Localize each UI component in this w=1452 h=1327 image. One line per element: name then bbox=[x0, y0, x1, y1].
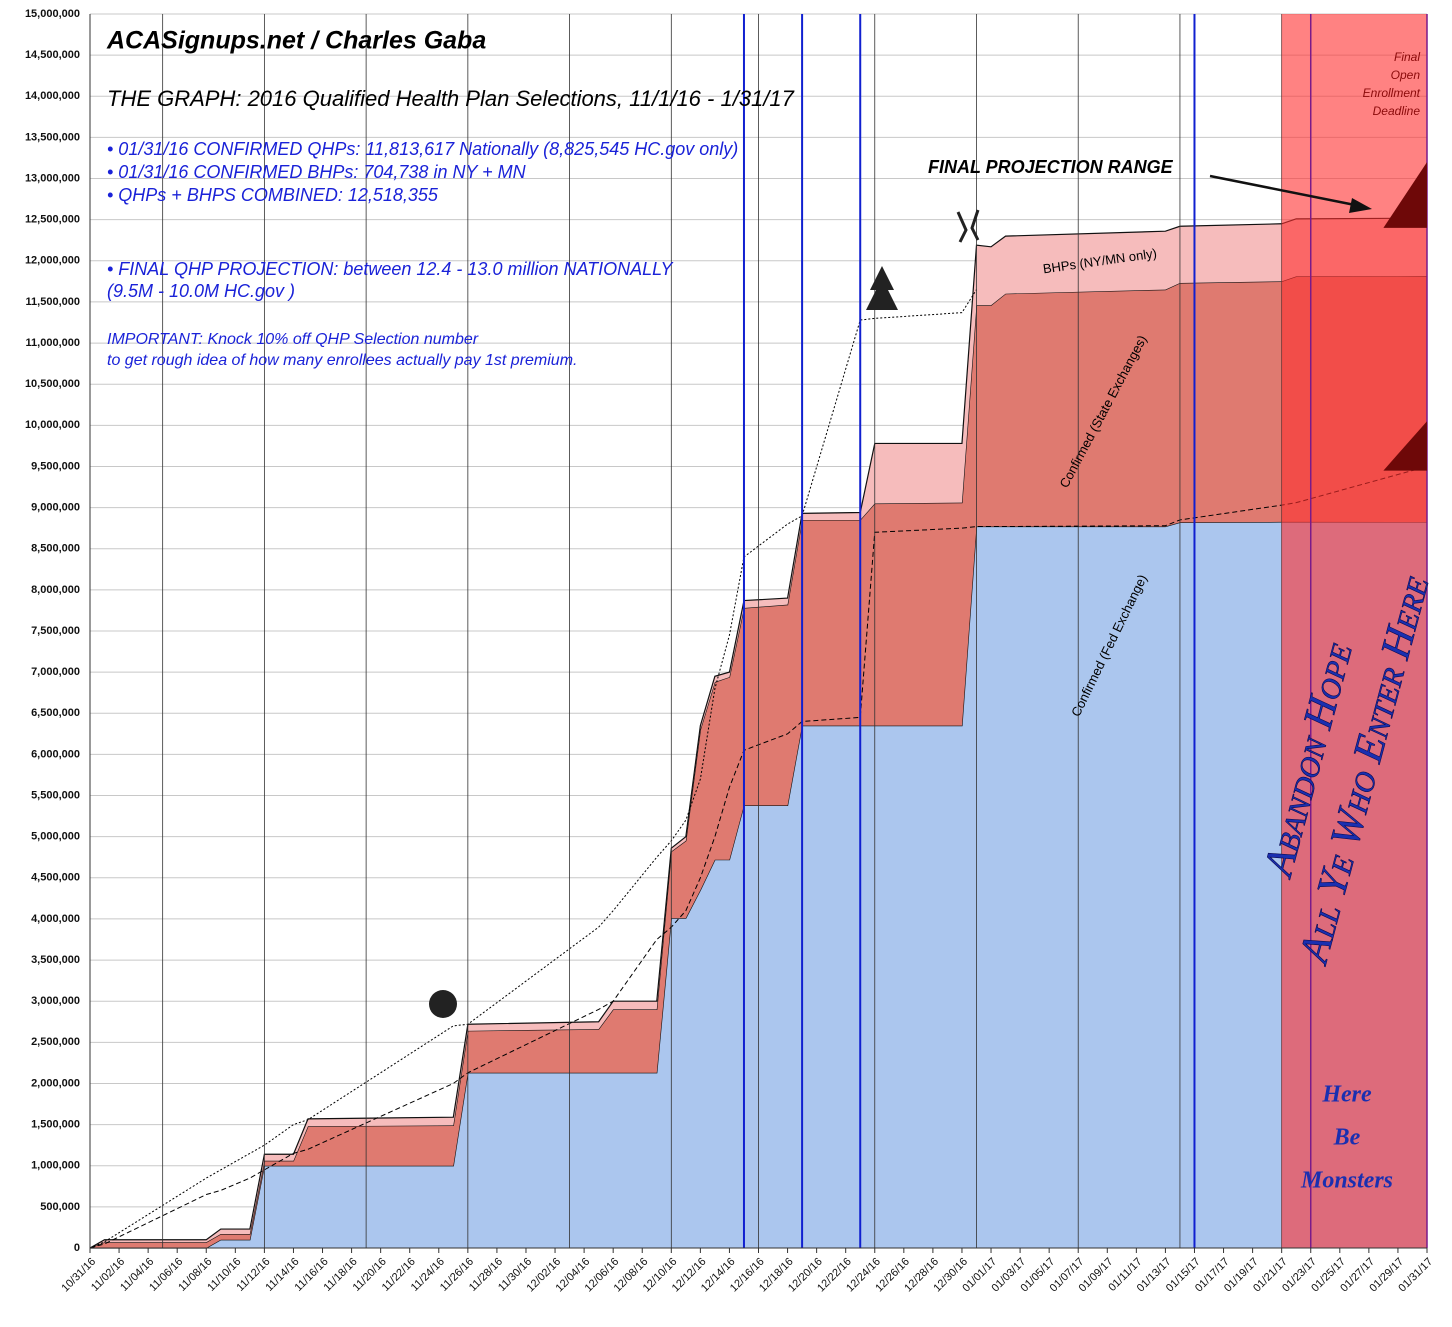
y-tick-label: 500,000 bbox=[40, 1201, 80, 1213]
line bbox=[89, 289, 977, 1249]
projection-band bbox=[1383, 421, 1427, 471]
y-tick-label: 0 bbox=[74, 1242, 80, 1254]
y-tick-label: 3,000,000 bbox=[31, 995, 80, 1007]
annotation: • 01/31/16 CONFIRMED QHPs: 11,813,617 Na… bbox=[107, 139, 738, 159]
annotation: Monsters bbox=[1300, 1168, 1393, 1194]
glasses-icon bbox=[956, 209, 980, 243]
y-tick-label: 2,000,000 bbox=[31, 1077, 80, 1089]
annotation: to get rough idea of how many enrollees … bbox=[107, 352, 577, 369]
annotation: Final bbox=[1394, 50, 1420, 64]
y-tick-label: 7,500,000 bbox=[31, 625, 80, 637]
y-tick-label: 5,500,000 bbox=[31, 789, 80, 801]
tree-icon bbox=[866, 266, 898, 310]
y-tick-label: 12,500,000 bbox=[25, 214, 80, 226]
annotation: Deadline bbox=[1373, 104, 1421, 118]
turkey-icon bbox=[429, 990, 457, 1018]
y-tick-label: 6,500,000 bbox=[31, 707, 80, 719]
y-tick-label: 3,500,000 bbox=[31, 954, 80, 966]
annotation: FINAL PROJECTION RANGE bbox=[928, 157, 1174, 177]
y-tick-label: 12,000,000 bbox=[25, 255, 80, 267]
line bbox=[89, 465, 1428, 1249]
annotation: IMPORTANT: Knock 10% off QHP Selection n… bbox=[107, 331, 479, 348]
annotation: • 01/31/16 CONFIRMED BHPs: 704,738 in NY… bbox=[107, 162, 527, 182]
y-tick-label: 4,000,000 bbox=[31, 913, 80, 925]
arrow-head bbox=[1349, 198, 1372, 213]
y-tick-label: 4,500,000 bbox=[31, 872, 80, 884]
projection-band bbox=[1383, 162, 1427, 228]
y-tick-label: 8,500,000 bbox=[31, 543, 80, 555]
annotation: THE GRAPH: 2016 Qualified Health Plan Se… bbox=[107, 86, 795, 111]
y-tick-label: 11,500,000 bbox=[26, 296, 80, 308]
arrow bbox=[1209, 174, 1361, 208]
area-outline bbox=[89, 217, 1428, 1249]
y-tick-label: 14,500,000 bbox=[25, 49, 80, 61]
y-tick-label: 1,000,000 bbox=[31, 1160, 80, 1172]
y-tick-label: 5,000,000 bbox=[31, 831, 80, 843]
y-tick-label: 6,000,000 bbox=[31, 748, 80, 760]
annotation: • FINAL QHP PROJECTION: between 12.4 - 1… bbox=[107, 259, 675, 279]
annotation: (9.5M - 10.0M HC.gov ) bbox=[107, 281, 295, 301]
y-tick-label: 11,000,000 bbox=[26, 337, 80, 349]
annotation: Open bbox=[1391, 68, 1421, 82]
y-tick-label: 9,500,000 bbox=[31, 460, 80, 472]
y-tick-label: 13,500,000 bbox=[25, 131, 80, 143]
annotation: ACASignups.net / Charles Gaba bbox=[106, 27, 486, 55]
y-tick-label: 7,000,000 bbox=[31, 666, 80, 678]
y-tick-label: 13,000,000 bbox=[25, 172, 80, 184]
y-tick-label: 14,000,000 bbox=[25, 90, 80, 102]
y-tick-label: 9,000,000 bbox=[31, 502, 80, 514]
y-tick-label: 2,500,000 bbox=[31, 1036, 80, 1048]
annotation: Enrollment bbox=[1363, 86, 1421, 100]
annotation: Be bbox=[1333, 1125, 1361, 1151]
annotation: Here bbox=[1321, 1082, 1372, 1108]
y-tick-label: 10,000,000 bbox=[25, 419, 80, 431]
y-tick-label: 15,000,000 bbox=[25, 8, 80, 20]
annotation: • QHPs + BHPS COMBINED: 12,518,355 bbox=[107, 185, 439, 205]
y-tick-label: 8,000,000 bbox=[31, 584, 80, 596]
y-tick-label: 1,500,000 bbox=[31, 1119, 80, 1131]
y-tick-label: 10,500,000 bbox=[25, 378, 80, 390]
